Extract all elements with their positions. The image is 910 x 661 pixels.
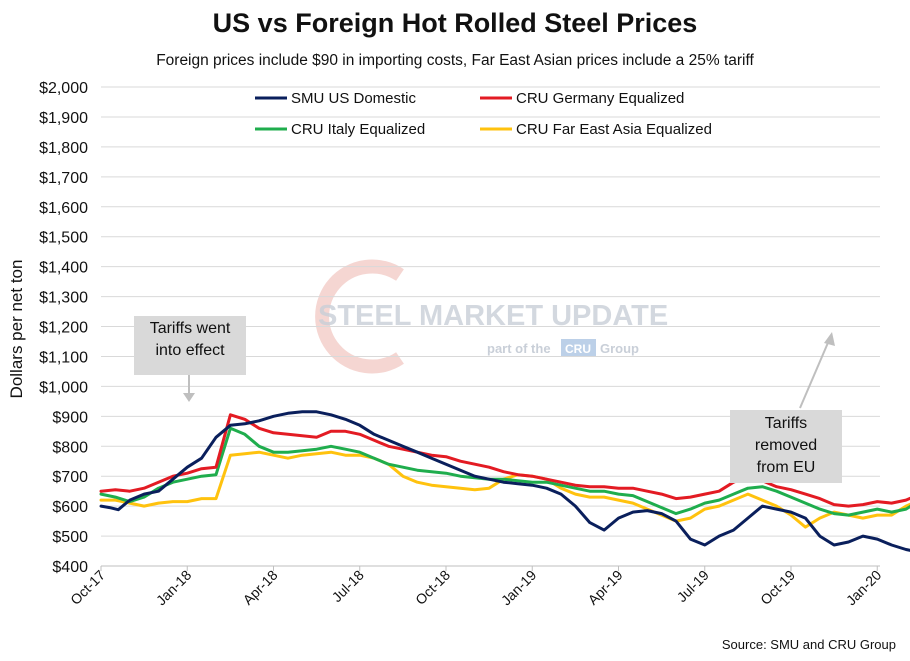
annotation-tariffs-effect: Tariffs went into effect — [134, 316, 246, 375]
y-tick-label: $600 — [52, 499, 88, 516]
x-tick-label: Jul-19 — [674, 567, 712, 605]
x-tick-label: Jan-19 — [498, 567, 540, 609]
y-axis-label: Dollars per net ton — [7, 260, 26, 399]
chart-subtitle: Foreign prices include $90 in importing … — [156, 52, 754, 69]
x-tick-label: Oct-18 — [412, 567, 453, 608]
x-tick-label: Jul-18 — [329, 567, 367, 605]
y-tick-label: $1,000 — [39, 379, 88, 396]
y-tick-label: $400 — [52, 559, 88, 576]
annotation-2-line-3: from EU — [756, 459, 816, 476]
series-line-2 — [99, 426, 910, 517]
annotation-arrows — [183, 332, 835, 409]
x-tick-label: Apr-18 — [240, 567, 281, 608]
x-tick-label: Jan-20 — [843, 567, 885, 609]
watermark: STEEL MARKET UPDATE part of the CRU Grou… — [315, 259, 668, 374]
y-tick-label: $1,700 — [39, 170, 88, 187]
x-tick-label: Apr-19 — [585, 567, 626, 608]
y-tick-label: $1,800 — [39, 140, 88, 157]
x-tick-label: Jan-18 — [153, 567, 195, 609]
series-line-3 — [99, 450, 910, 529]
watermark-main-text: STEEL MARKET UPDATE — [318, 300, 668, 332]
y-tick-label: $1,400 — [39, 260, 88, 277]
x-tick-label: Oct-19 — [757, 567, 798, 608]
gridlines — [101, 86, 880, 567]
y-tick-label: $1,200 — [39, 320, 88, 337]
y-tick-label: $1,500 — [39, 230, 88, 247]
watermark-cru-box — [561, 339, 596, 356]
y-tick-label: $500 — [52, 529, 88, 546]
y-axis-ticks: $400 $500 $600 $700 $800 $900 $1,000 $1,100 $1,2… — [39, 80, 88, 576]
y-tick-label: $1,100 — [39, 349, 88, 366]
chart-title: US vs Foreign Hot Rolled Steel Prices — [212, 8, 698, 38]
legend: SMU US Domestic CRU Germany Equalized CRU … — [255, 90, 712, 138]
x-axis-ticks: Oct-17 Jan-18 Apr-18 Jul-18 Oct-18 Jan-19 Apr-… — [67, 566, 885, 609]
y-tick-label: $2,000 — [39, 80, 88, 97]
watermark-sub-after: Group — [600, 341, 639, 356]
watermark-sub-before: part of the — [487, 341, 551, 356]
annotation-1-line-1: Tariffs went — [149, 320, 231, 337]
y-tick-label: $1,900 — [39, 110, 88, 127]
y-tick-label: $900 — [52, 409, 88, 426]
legend-label: CRU Italy Equalized — [291, 121, 425, 138]
y-tick-label: $800 — [52, 439, 88, 456]
annotation-arrowhead-1 — [183, 393, 195, 402]
annotation-2-line-2: removed — [754, 437, 818, 454]
y-tick-label: $1,300 — [39, 290, 88, 307]
legend-label: CRU Germany Equalized — [516, 90, 684, 107]
annotation-arrowhead-2 — [824, 332, 835, 346]
y-tick-label: $700 — [52, 469, 88, 486]
annotation-1-line-2: into effect — [155, 342, 225, 359]
legend-label: CRU Far East Asia Equalized — [516, 121, 712, 138]
watermark-cru-text: CRU — [565, 342, 591, 356]
legend-label: SMU US Domestic — [291, 90, 417, 107]
source-note: Source: SMU and CRU Group — [721, 637, 896, 652]
annotation-tariffs-removed: Tariffs removed from EU — [730, 410, 842, 483]
annotation-2-line-1: Tariffs — [764, 415, 808, 432]
annotation-arrow-2 — [799, 337, 831, 409]
series-line-0 — [99, 410, 910, 552]
y-tick-label: $1,600 — [39, 200, 88, 217]
